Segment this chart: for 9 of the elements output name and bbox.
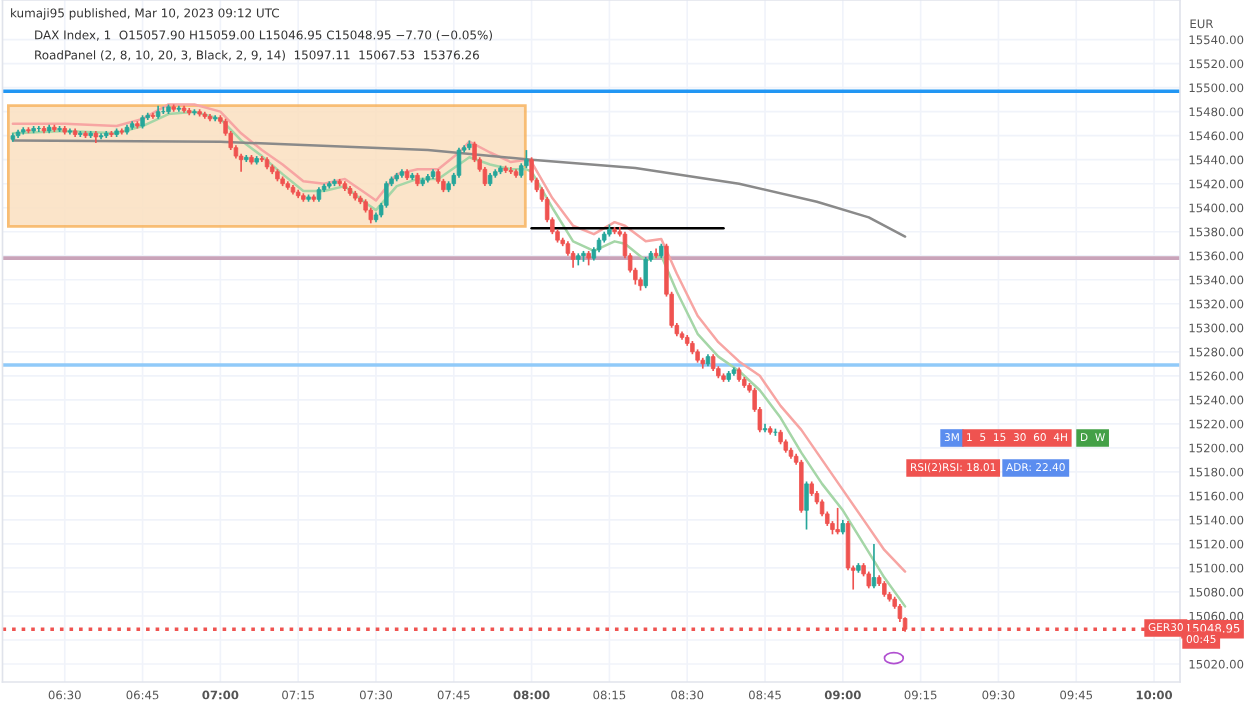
line-series xyxy=(11,139,907,238)
candlestick xyxy=(643,256,648,290)
candlestick xyxy=(384,180,389,209)
candlestick xyxy=(529,156,534,184)
candlestick xyxy=(238,152,244,173)
candlestick xyxy=(804,480,809,531)
candlestick xyxy=(456,146,462,179)
candlestick xyxy=(835,507,840,536)
candlestick xyxy=(871,543,877,590)
